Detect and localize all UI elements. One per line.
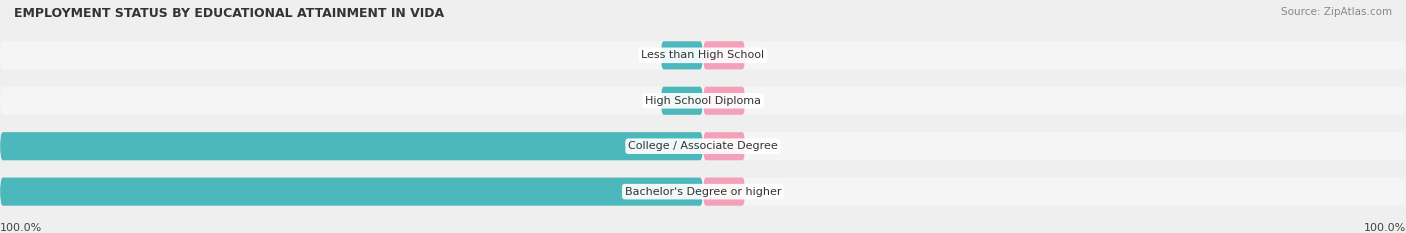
FancyBboxPatch shape <box>0 132 703 160</box>
Text: 100.0%: 100.0% <box>0 223 42 233</box>
Text: Source: ZipAtlas.com: Source: ZipAtlas.com <box>1281 7 1392 17</box>
Text: 100.0%: 100.0% <box>1364 223 1406 233</box>
FancyBboxPatch shape <box>0 87 1406 115</box>
FancyBboxPatch shape <box>703 132 745 160</box>
Text: College / Associate Degree: College / Associate Degree <box>628 141 778 151</box>
FancyBboxPatch shape <box>661 87 703 115</box>
FancyBboxPatch shape <box>661 41 703 69</box>
FancyBboxPatch shape <box>703 87 745 115</box>
FancyBboxPatch shape <box>0 178 703 206</box>
Text: EMPLOYMENT STATUS BY EDUCATIONAL ATTAINMENT IN VIDA: EMPLOYMENT STATUS BY EDUCATIONAL ATTAINM… <box>14 7 444 20</box>
FancyBboxPatch shape <box>703 178 745 206</box>
FancyBboxPatch shape <box>0 41 1406 69</box>
FancyBboxPatch shape <box>0 178 1406 206</box>
Text: Less than High School: Less than High School <box>641 50 765 60</box>
FancyBboxPatch shape <box>703 41 745 69</box>
Text: Bachelor's Degree or higher: Bachelor's Degree or higher <box>624 187 782 197</box>
FancyBboxPatch shape <box>0 132 1406 160</box>
Text: High School Diploma: High School Diploma <box>645 96 761 106</box>
